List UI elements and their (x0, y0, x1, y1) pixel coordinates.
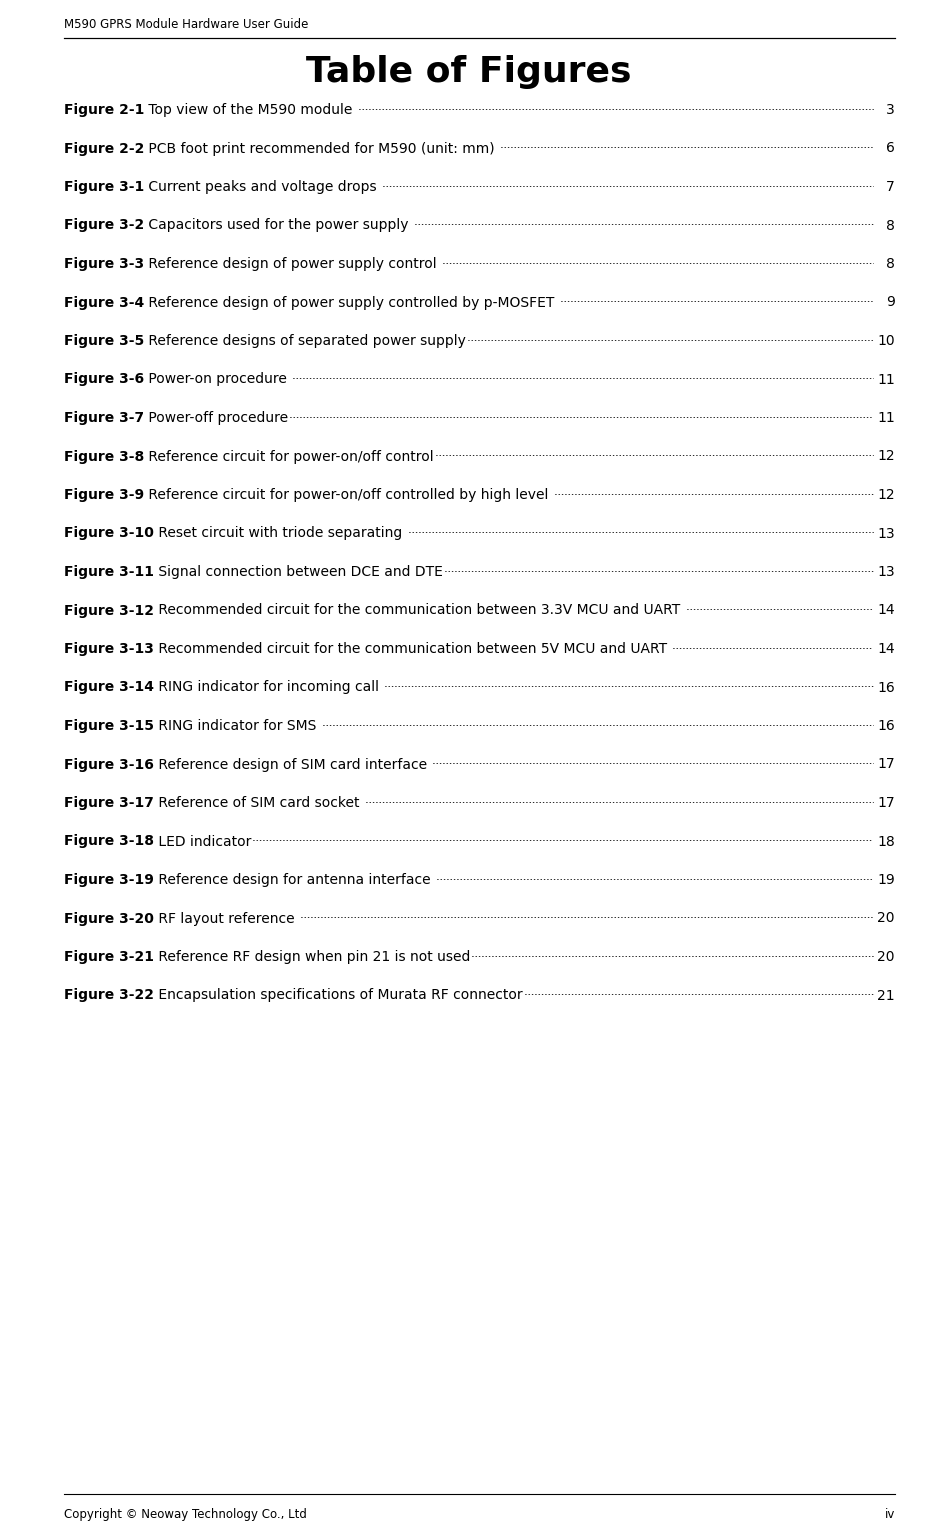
Text: Figure 3-18: Figure 3-18 (64, 834, 154, 848)
Text: Recommended circuit for the communication between 5V MCU and UART: Recommended circuit for the communicatio… (154, 641, 672, 655)
Text: Reference circuit for power-on/off control: Reference circuit for power-on/off contr… (144, 450, 434, 464)
Text: 20: 20 (878, 911, 895, 926)
Text: Reference design of SIM card interface: Reference design of SIM card interface (154, 758, 431, 772)
Text: 21: 21 (877, 989, 895, 1003)
Text: 10: 10 (877, 334, 895, 348)
Text: Reset circuit with triode separating: Reset circuit with triode separating (154, 527, 406, 540)
Text: RING indicator for SMS: RING indicator for SMS (154, 720, 321, 733)
Text: 20: 20 (878, 951, 895, 965)
Text: 17: 17 (877, 796, 895, 810)
Text: Figure 3-21: Figure 3-21 (64, 951, 154, 965)
Text: Figure 3-10: Figure 3-10 (64, 527, 154, 540)
Text: Reference RF design when pin 21 is not used: Reference RF design when pin 21 is not u… (154, 951, 470, 965)
Text: Reference design of power supply control: Reference design of power supply control (144, 257, 441, 271)
Text: 8: 8 (886, 257, 895, 271)
Text: Figure 3-12: Figure 3-12 (64, 603, 154, 617)
Text: Power-on procedure: Power-on procedure (144, 372, 292, 386)
Text: 11: 11 (877, 372, 895, 386)
Text: 8: 8 (886, 219, 895, 233)
Text: Figure 2-2: Figure 2-2 (64, 141, 144, 156)
Text: Table of Figures: Table of Figures (306, 55, 632, 89)
Text: 13: 13 (877, 565, 895, 579)
Text: Copyright © Neoway Technology Co., Ltd: Copyright © Neoway Technology Co., Ltd (64, 1508, 307, 1520)
Text: Figure 3-9: Figure 3-9 (64, 488, 144, 502)
Text: Signal connection between DCE and DTE: Signal connection between DCE and DTE (154, 565, 443, 579)
Text: 11: 11 (877, 410, 895, 426)
Text: Figure 3-6: Figure 3-6 (64, 372, 144, 386)
Text: Figure 3-8: Figure 3-8 (64, 450, 144, 464)
Text: 6: 6 (886, 141, 895, 156)
Text: Figure 3-22: Figure 3-22 (64, 989, 154, 1003)
Text: RING indicator for incoming call: RING indicator for incoming call (154, 680, 384, 695)
Text: 14: 14 (877, 603, 895, 617)
Text: Figure 3-20: Figure 3-20 (64, 911, 154, 926)
Text: Figure 3-4: Figure 3-4 (64, 295, 144, 309)
Text: M590 GPRS Module Hardware User Guide: M590 GPRS Module Hardware User Guide (64, 18, 309, 31)
Text: LED indicator: LED indicator (154, 834, 251, 848)
Text: 18: 18 (877, 834, 895, 848)
Text: Figure 3-14: Figure 3-14 (64, 680, 154, 695)
Text: Reference circuit for power-on/off controlled by high level: Reference circuit for power-on/off contr… (144, 488, 552, 502)
Text: 12: 12 (877, 488, 895, 502)
Text: Recommended circuit for the communication between 3.3V MCU and UART: Recommended circuit for the communicatio… (154, 603, 685, 617)
Text: 16: 16 (877, 720, 895, 733)
Text: Figure 3-5: Figure 3-5 (64, 334, 144, 348)
Text: RF layout reference: RF layout reference (154, 911, 299, 926)
Text: PCB foot print recommended for M590 (unit: mm): PCB foot print recommended for M590 (uni… (144, 141, 499, 156)
Text: 13: 13 (877, 527, 895, 540)
Text: Figure 3-11: Figure 3-11 (64, 565, 154, 579)
Text: Figure 3-7: Figure 3-7 (64, 410, 144, 426)
Text: Figure 3-19: Figure 3-19 (64, 873, 154, 886)
Text: 7: 7 (886, 181, 895, 194)
Text: Figure 3-1: Figure 3-1 (64, 181, 144, 194)
Text: Reference of SIM card socket: Reference of SIM card socket (154, 796, 364, 810)
Text: Power-off procedure: Power-off procedure (144, 410, 288, 426)
Text: Encapsulation specifications of Murata RF connector: Encapsulation specifications of Murata R… (154, 989, 522, 1003)
Text: Figure 3-16: Figure 3-16 (64, 758, 154, 772)
Text: 3: 3 (886, 103, 895, 116)
Text: iv: iv (885, 1508, 895, 1520)
Text: Reference design of power supply controlled by p-MOSFET: Reference design of power supply control… (144, 295, 559, 309)
Text: Figure 3-17: Figure 3-17 (64, 796, 154, 810)
Text: 12: 12 (877, 450, 895, 464)
Text: Figure 3-2: Figure 3-2 (64, 219, 144, 233)
Text: 19: 19 (877, 873, 895, 886)
Text: Current peaks and voltage drops: Current peaks and voltage drops (144, 181, 381, 194)
Text: Figure 3-3: Figure 3-3 (64, 257, 144, 271)
Text: Figure 3-15: Figure 3-15 (64, 720, 154, 733)
Text: Figure 3-13: Figure 3-13 (64, 641, 154, 655)
Text: Reference designs of separated power supply: Reference designs of separated power sup… (144, 334, 466, 348)
Text: 16: 16 (877, 680, 895, 695)
Text: 17: 17 (877, 758, 895, 772)
Text: 14: 14 (877, 641, 895, 655)
Text: Figure 2-1: Figure 2-1 (64, 103, 144, 116)
Text: Top view of the M590 module: Top view of the M590 module (144, 103, 357, 116)
Text: 9: 9 (886, 295, 895, 309)
Text: Capacitors used for the power supply: Capacitors used for the power supply (144, 219, 413, 233)
Text: Reference design for antenna interface: Reference design for antenna interface (154, 873, 435, 886)
